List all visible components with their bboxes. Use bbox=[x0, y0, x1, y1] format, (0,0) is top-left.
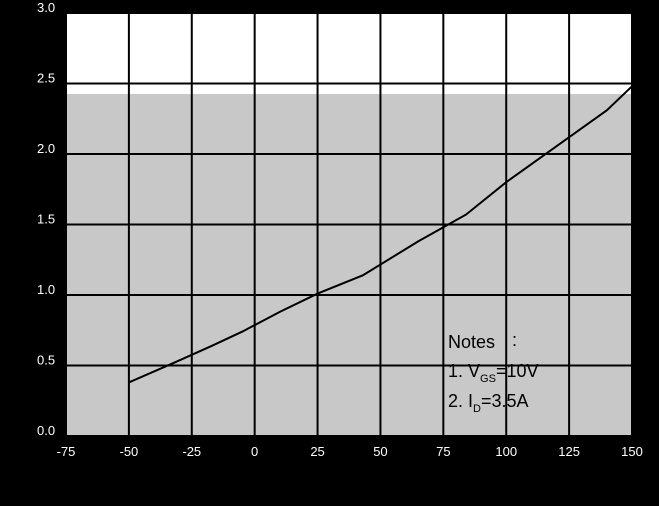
x-axis-label-main: T bbox=[322, 477, 334, 499]
x-tick-label-9: 150 bbox=[621, 444, 643, 459]
notes-line-1: 1. VGS=10V bbox=[448, 361, 538, 385]
x-tick-label-3: 0 bbox=[251, 444, 258, 459]
y-tick-label-6: 3.0 bbox=[37, 0, 55, 15]
x-axis-label-sub: j bbox=[333, 490, 336, 502]
y-axis-label-rest: (Normalized) bbox=[13, 157, 35, 271]
x-tick-label-1: -50 bbox=[119, 444, 138, 459]
x-axis-label: Tj [ ℃ ] bbox=[322, 477, 387, 502]
x-tick-label-2: -25 bbox=[182, 444, 201, 459]
notes-line-2: 2. ID=3.5A bbox=[448, 391, 529, 415]
notes-box: Notes : 1. VGS=10V 2. ID=3.5A bbox=[448, 330, 538, 415]
y-axis-label-sub: D(on ) bbox=[26, 275, 38, 306]
x-tick-label-8: 125 bbox=[558, 444, 580, 459]
x-tick-label-7: 100 bbox=[495, 444, 517, 459]
notes-colon: : bbox=[512, 330, 517, 350]
plot-top-band bbox=[66, 13, 632, 94]
series-line-0 bbox=[128, 85, 633, 384]
y-tick-label-4: 2.0 bbox=[37, 141, 55, 156]
x-tick-label-6: 75 bbox=[436, 444, 450, 459]
x-tick-label-5: 50 bbox=[373, 444, 387, 459]
y-tick-label-3: 1.5 bbox=[37, 212, 55, 227]
y-tick-label-2: 1.0 bbox=[37, 282, 55, 297]
notes-line-1-sub: GS bbox=[480, 373, 496, 385]
notes-line-1-suffix: =10V bbox=[496, 361, 539, 381]
notes-line-2-sub: D bbox=[473, 403, 481, 415]
y-axis-label-main: R bbox=[13, 306, 35, 320]
y-axis-label: RD(on ) (Normalized) bbox=[13, 157, 38, 320]
x-axis-label-unit: [ ℃ ] bbox=[343, 477, 388, 499]
y-tick-labels: 0.0 0.5 1.0 1.5 2.0 2.5 3.0 bbox=[37, 0, 55, 438]
notes-line-1-prefix: 1. V bbox=[448, 361, 480, 381]
grid-lines bbox=[65, 12, 633, 437]
series-layer bbox=[128, 85, 633, 384]
notes-line-2-prefix: 2. I bbox=[448, 391, 473, 411]
x-tick-label-4: 25 bbox=[310, 444, 324, 459]
notes-line-2-suffix: =3.5A bbox=[481, 391, 529, 411]
notes-title: Notes bbox=[448, 332, 495, 352]
y-tick-label-5: 2.5 bbox=[37, 71, 55, 86]
x-tick-labels: -75 -50 -25 0 25 50 75 100 125 150 bbox=[57, 444, 643, 459]
x-tick-label-0: -75 bbox=[57, 444, 76, 459]
y-tick-label-1: 0.5 bbox=[37, 353, 55, 368]
y-tick-label-0: 0.0 bbox=[37, 423, 55, 438]
